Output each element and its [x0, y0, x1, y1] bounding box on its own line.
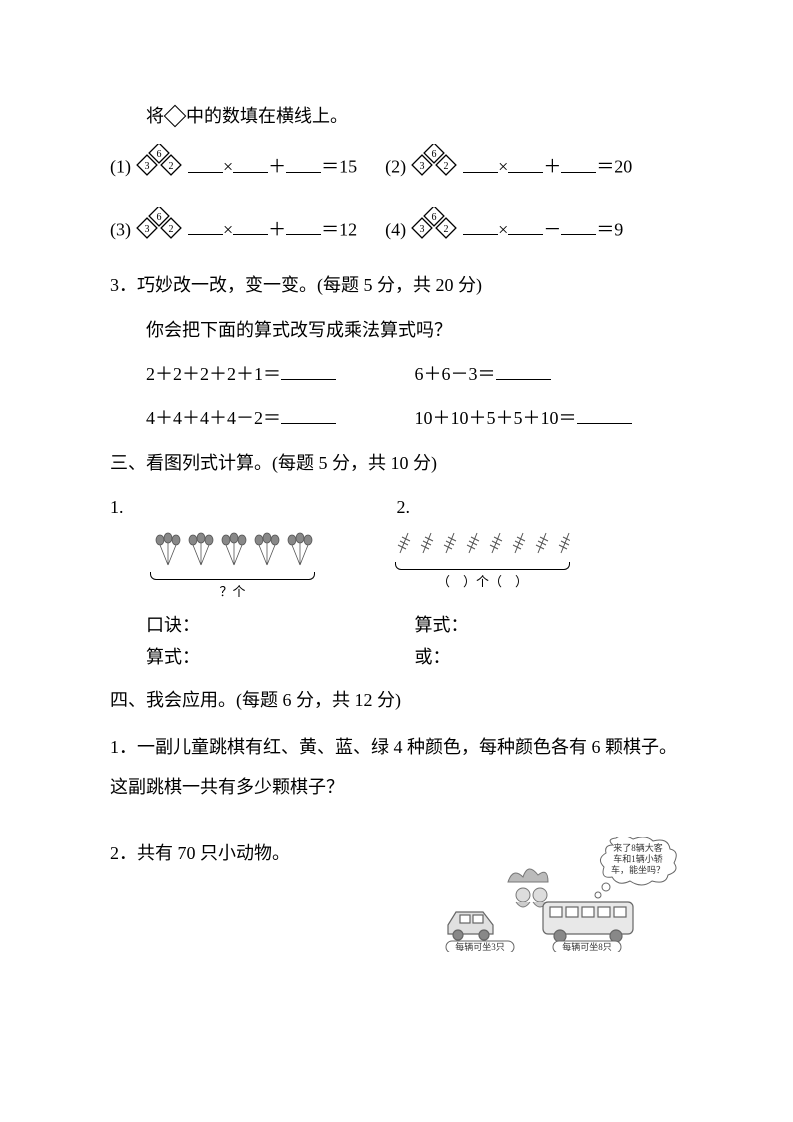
op-add: ＋	[543, 157, 561, 177]
svg-text:3: 3	[144, 224, 149, 235]
diamond-group-icon: 63 2	[136, 207, 182, 255]
blank-input[interactable]	[508, 155, 543, 173]
op-mul: ×	[498, 219, 508, 239]
svg-text:2: 2	[168, 224, 173, 235]
bubble-l2: 车和1辆小轿	[613, 853, 663, 864]
diamond-group-icon: 63 2	[411, 207, 457, 255]
q3-e4: 10＋10＋5＋5＋10＝	[415, 408, 577, 428]
svg-text:3: 3	[419, 224, 424, 235]
sec3-nums: 1. 2.	[110, 491, 683, 523]
blank-input[interactable]	[496, 362, 551, 380]
problem-2: (2) 63 2 × ＋ ＝20	[385, 144, 632, 192]
op-add: ＋	[268, 219, 286, 239]
diamond-icon	[164, 105, 187, 128]
cap2: （ ）个（ ）	[437, 570, 528, 593]
figure-row: ？个 （ ）个（ ）	[150, 530, 683, 603]
cap1: ？个	[219, 580, 245, 603]
q3-sub: 你会把下面的算式改写成乘法算式吗？	[110, 314, 683, 346]
car-icon	[448, 912, 493, 940]
p1-label: (1)	[110, 157, 131, 177]
svg-text:6: 6	[156, 212, 161, 223]
q3-e1: 2＋2＋2＋2＋1＝	[146, 364, 281, 384]
bubble-l3: 车，能坐吗？	[611, 864, 665, 875]
sec3-heading: 三、看图列式计算。(每题 5 分，共 10 分)	[110, 447, 683, 479]
blank-input[interactable]	[281, 362, 336, 380]
sec3-n1: 1.	[110, 491, 397, 523]
blank-input[interactable]	[281, 406, 336, 424]
diamond-row-1: (1) 6 3 2 ×＋＝15 (2) 632 ×＋＝20	[110, 144, 683, 192]
scenery-icon	[508, 869, 548, 907]
intro-post: 中的数填在横线上。	[186, 106, 348, 126]
op-mul: ×	[223, 219, 233, 239]
diamond-group-icon: 6 3 2	[136, 144, 182, 192]
blank-input[interactable]	[561, 217, 596, 235]
p2-suffix: ＝20	[596, 157, 632, 177]
q3-e3: 4＋4＋4＋4－2＝	[146, 408, 281, 428]
svg-text:6: 6	[431, 212, 436, 223]
label-suanshi: 算式：	[415, 609, 684, 641]
blank-input[interactable]	[463, 155, 498, 173]
sec4-q1: 1．一副儿童跳棋有红、黄、蓝、绿 4 种颜色，每种颜色各有 6 颗棋子。这副跳棋…	[110, 728, 683, 807]
intro-line: 将 中的数填在横线上。	[110, 100, 683, 132]
wheat-icon	[395, 530, 570, 560]
bus-icon	[543, 902, 633, 942]
q3-heading: 3．巧妙改一改，变一变。(每题 5 分，共 20 分)	[110, 269, 683, 301]
blank-input[interactable]	[188, 217, 223, 235]
blank-input[interactable]	[233, 217, 268, 235]
p2-label: (2)	[385, 157, 406, 177]
q3-e2: 6＋6－3＝	[415, 364, 496, 384]
svg-text:2: 2	[168, 161, 173, 172]
blank-input[interactable]	[577, 406, 632, 424]
sec3-labels-row2: 算式： 或：	[110, 641, 683, 673]
op-mul: ×	[498, 157, 508, 177]
p4-label: (4)	[385, 219, 406, 239]
p3-label: (3)	[110, 219, 131, 239]
label-suanshi2: 算式：	[146, 641, 415, 673]
wheat-figure: （ ）个（ ）	[395, 530, 570, 603]
vehicle-illustration: 来了8辆大客 车和1辆小轿 车，能坐吗？	[428, 837, 683, 962]
op-add: ＋	[268, 157, 286, 177]
tag1-text: 每辆可坐3只	[455, 941, 505, 952]
sec3-n2: 2.	[397, 491, 684, 523]
label-koujue: 口诀：	[146, 609, 415, 641]
svg-text:6: 6	[156, 149, 161, 160]
p1-suffix: ＝15	[321, 157, 357, 177]
blank-input[interactable]	[286, 217, 321, 235]
sec4-heading: 四、我会应用。(每题 6 分，共 12 分)	[110, 684, 683, 716]
p3-suffix: ＝12	[321, 219, 357, 239]
q3-row-1: 2＋2＋2＋2＋1＝ 6＋6－3＝	[110, 358, 683, 390]
intro-pre: 将	[146, 106, 164, 126]
op-mul: ×	[223, 157, 233, 177]
svg-text:3: 3	[419, 161, 424, 172]
sec4-q2-row: 2．共有 70 只小动物。 来了8辆大客 车和1辆小轿 车，能坐吗？	[110, 837, 683, 962]
blank-input[interactable]	[188, 155, 223, 173]
svg-text:3: 3	[144, 161, 149, 172]
blank-input[interactable]	[508, 217, 543, 235]
diamond-row-2: (3) 632 ×＋＝12 (4) 632 ×－＝9	[110, 207, 683, 255]
problem-3: (3) 63 2 × ＋ ＝12	[110, 207, 357, 255]
bubble-l1: 来了8辆大客	[613, 842, 663, 853]
balloons-icon	[150, 530, 315, 570]
problem-1: (1) 6 3 2 × ＋ ＝15	[110, 144, 357, 192]
sec3-labels-row1: 口诀： 算式：	[110, 609, 683, 641]
op-sub: －	[543, 219, 561, 239]
svg-text:2: 2	[443, 224, 448, 235]
q3-row-2: 4＋4＋4＋4－2＝ 10＋10＋5＋5＋10＝	[110, 402, 683, 434]
sec4-q2: 2．共有 70 只小动物。	[110, 837, 290, 869]
blank-input[interactable]	[286, 155, 321, 173]
p4-suffix: ＝9	[596, 219, 623, 239]
blank-input[interactable]	[561, 155, 596, 173]
tag2-text: 每辆可坐8只	[562, 941, 612, 952]
problem-4: (4) 63 2 × － ＝9	[385, 207, 623, 255]
balloon-figure: ？个	[150, 530, 315, 603]
diamond-group-icon: 63 2	[411, 144, 457, 192]
label-huo: 或：	[415, 641, 684, 673]
blank-input[interactable]	[463, 217, 498, 235]
blank-input[interactable]	[233, 155, 268, 173]
svg-text:2: 2	[443, 161, 448, 172]
svg-text:6: 6	[431, 149, 436, 160]
